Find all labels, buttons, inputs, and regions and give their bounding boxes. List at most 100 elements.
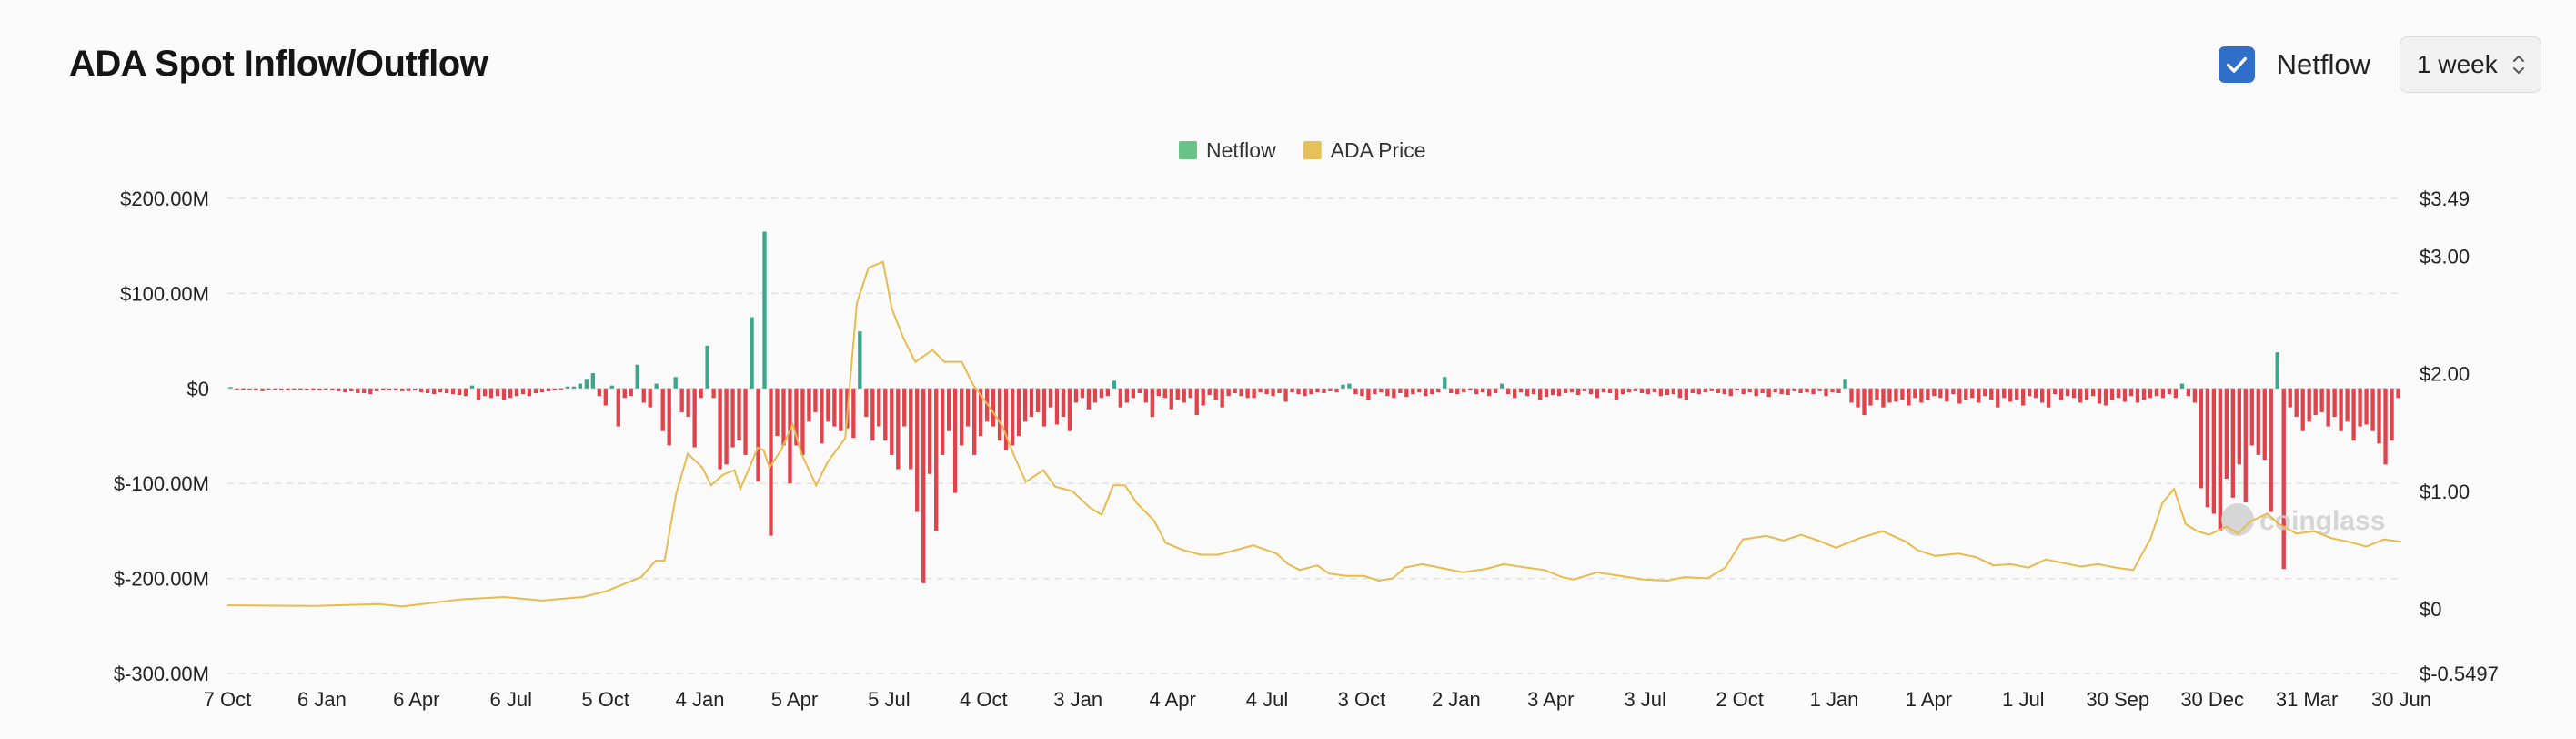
netflow-bar[interactable] [527, 388, 532, 397]
netflow-bar[interactable] [1728, 388, 1733, 397]
netflow-bar[interactable] [2008, 388, 2013, 402]
netflow-bar[interactable] [820, 388, 824, 444]
netflow-bar[interactable] [1582, 388, 1587, 391]
netflow-bar[interactable] [1315, 388, 1320, 392]
netflow-bar[interactable] [1073, 388, 1079, 403]
netflow-bar[interactable] [1366, 388, 1371, 400]
netflow-bar[interactable] [1449, 388, 1454, 394]
netflow-bar[interactable] [2078, 388, 2083, 403]
netflow-bar[interactable] [971, 388, 977, 455]
netflow-bar[interactable] [1468, 388, 1473, 390]
netflow-bar[interactable] [1645, 388, 1651, 395]
netflow-bar[interactable] [2028, 388, 2032, 397]
netflow-checkbox[interactable] [2218, 46, 2255, 83]
netflow-bar[interactable] [1373, 388, 1377, 395]
netflow-bar[interactable] [1086, 388, 1092, 410]
netflow-bar[interactable] [2116, 388, 2121, 399]
netflow-bar[interactable] [552, 388, 558, 390]
netflow-bar[interactable] [603, 388, 608, 406]
netflow-bar[interactable] [2052, 388, 2058, 395]
netflow-bar[interactable] [565, 386, 570, 389]
netflow-bar[interactable] [1926, 388, 1930, 400]
netflow-bar[interactable] [2109, 388, 2115, 400]
netflow-bar[interactable] [2090, 388, 2096, 397]
netflow-bar[interactable] [1404, 388, 1409, 398]
netflow-bar[interactable] [1309, 388, 1313, 395]
netflow-bar[interactable] [826, 388, 830, 422]
netflow-bar[interactable] [356, 388, 360, 394]
netflow-bar[interactable] [1436, 388, 1441, 392]
netflow-bar[interactable] [648, 388, 652, 408]
netflow-bar[interactable] [1779, 388, 1784, 395]
netflow-bar[interactable] [1760, 388, 1765, 394]
netflow-bar[interactable] [1741, 388, 1746, 395]
netflow-bar[interactable] [1856, 388, 1860, 408]
netflow-bar[interactable] [2383, 388, 2388, 465]
netflow-bar[interactable] [1607, 388, 1613, 394]
netflow-bar[interactable] [1067, 388, 1072, 431]
netflow-bar[interactable] [463, 388, 468, 397]
netflow-bar[interactable] [1601, 388, 1606, 392]
netflow-bar[interactable] [654, 383, 659, 389]
netflow-bar[interactable] [317, 388, 322, 390]
netflow-bar[interactable] [298, 388, 303, 390]
netflow-bar[interactable] [1875, 388, 1879, 400]
netflow-bar[interactable] [469, 385, 475, 389]
netflow-bar[interactable] [1951, 388, 1956, 395]
netflow-bar[interactable] [501, 388, 507, 400]
netflow-bar[interactable] [1677, 388, 1682, 399]
netflow-bar[interactable] [1226, 388, 1231, 397]
netflow-bar[interactable] [1945, 388, 1949, 402]
netflow-bar[interactable] [520, 388, 526, 395]
netflow-bar[interactable] [609, 385, 614, 389]
netflow-bar[interactable] [2046, 388, 2051, 408]
netflow-bar[interactable] [2179, 383, 2185, 389]
netflow-bar[interactable] [1035, 388, 1041, 412]
netflow-bar[interactable] [1658, 388, 1664, 397]
netflow-bar[interactable] [673, 377, 678, 389]
netflow-bar[interactable] [2065, 388, 2070, 397]
netflow-bar[interactable] [1162, 388, 1167, 399]
netflow-bar[interactable] [959, 388, 964, 446]
netflow-bar[interactable] [1881, 388, 1886, 408]
netflow-bar[interactable] [1639, 388, 1645, 394]
netflow-bar[interactable] [400, 388, 405, 391]
netflow-bar[interactable] [2192, 388, 2198, 403]
netflow-bar[interactable] [1239, 388, 1243, 397]
netflow-bar[interactable] [375, 388, 379, 391]
netflow-bar[interactable] [1487, 388, 1492, 397]
netflow-bar[interactable] [2345, 388, 2350, 422]
netflow-bar[interactable] [1633, 388, 1638, 391]
netflow-bar[interactable] [476, 388, 481, 400]
netflow-bar[interactable] [902, 388, 907, 427]
netflow-bar[interactable] [1595, 388, 1600, 399]
netflow-bar[interactable] [1048, 388, 1053, 408]
netflow-bar[interactable] [1830, 388, 1835, 392]
netflow-bar[interactable] [2351, 388, 2356, 441]
netflow-bar[interactable] [1626, 388, 1632, 392]
netflow-bar[interactable] [2230, 388, 2235, 498]
netflow-bar[interactable] [2358, 388, 2362, 427]
netflow-bar[interactable] [2326, 388, 2330, 427]
netflow-bar[interactable] [1620, 388, 1625, 395]
netflow-bar[interactable] [896, 388, 901, 470]
netflow-bar[interactable] [349, 388, 354, 391]
netflow-bar[interactable] [2237, 388, 2241, 465]
netflow-bar[interactable] [890, 388, 894, 455]
netflow-bar[interactable] [2160, 388, 2166, 399]
netflow-bar[interactable] [883, 388, 888, 441]
netflow-bar[interactable] [1411, 388, 1415, 395]
netflow-bar[interactable] [724, 388, 729, 465]
netflow-bar[interactable] [1671, 388, 1676, 395]
netflow-bar[interactable] [915, 388, 920, 512]
netflow-bar[interactable] [286, 388, 290, 390]
netflow-bar[interactable] [247, 388, 252, 390]
netflow-bar[interactable] [1283, 388, 1288, 402]
netflow-bar[interactable] [1754, 388, 1758, 397]
legend-label[interactable]: Netflow [1206, 138, 1276, 162]
netflow-bar[interactable] [2211, 388, 2217, 514]
netflow-bar[interactable] [978, 388, 983, 436]
netflow-bar[interactable] [991, 388, 996, 427]
netflow-bar[interactable] [1022, 388, 1028, 422]
netflow-bar[interactable] [1512, 388, 1517, 399]
